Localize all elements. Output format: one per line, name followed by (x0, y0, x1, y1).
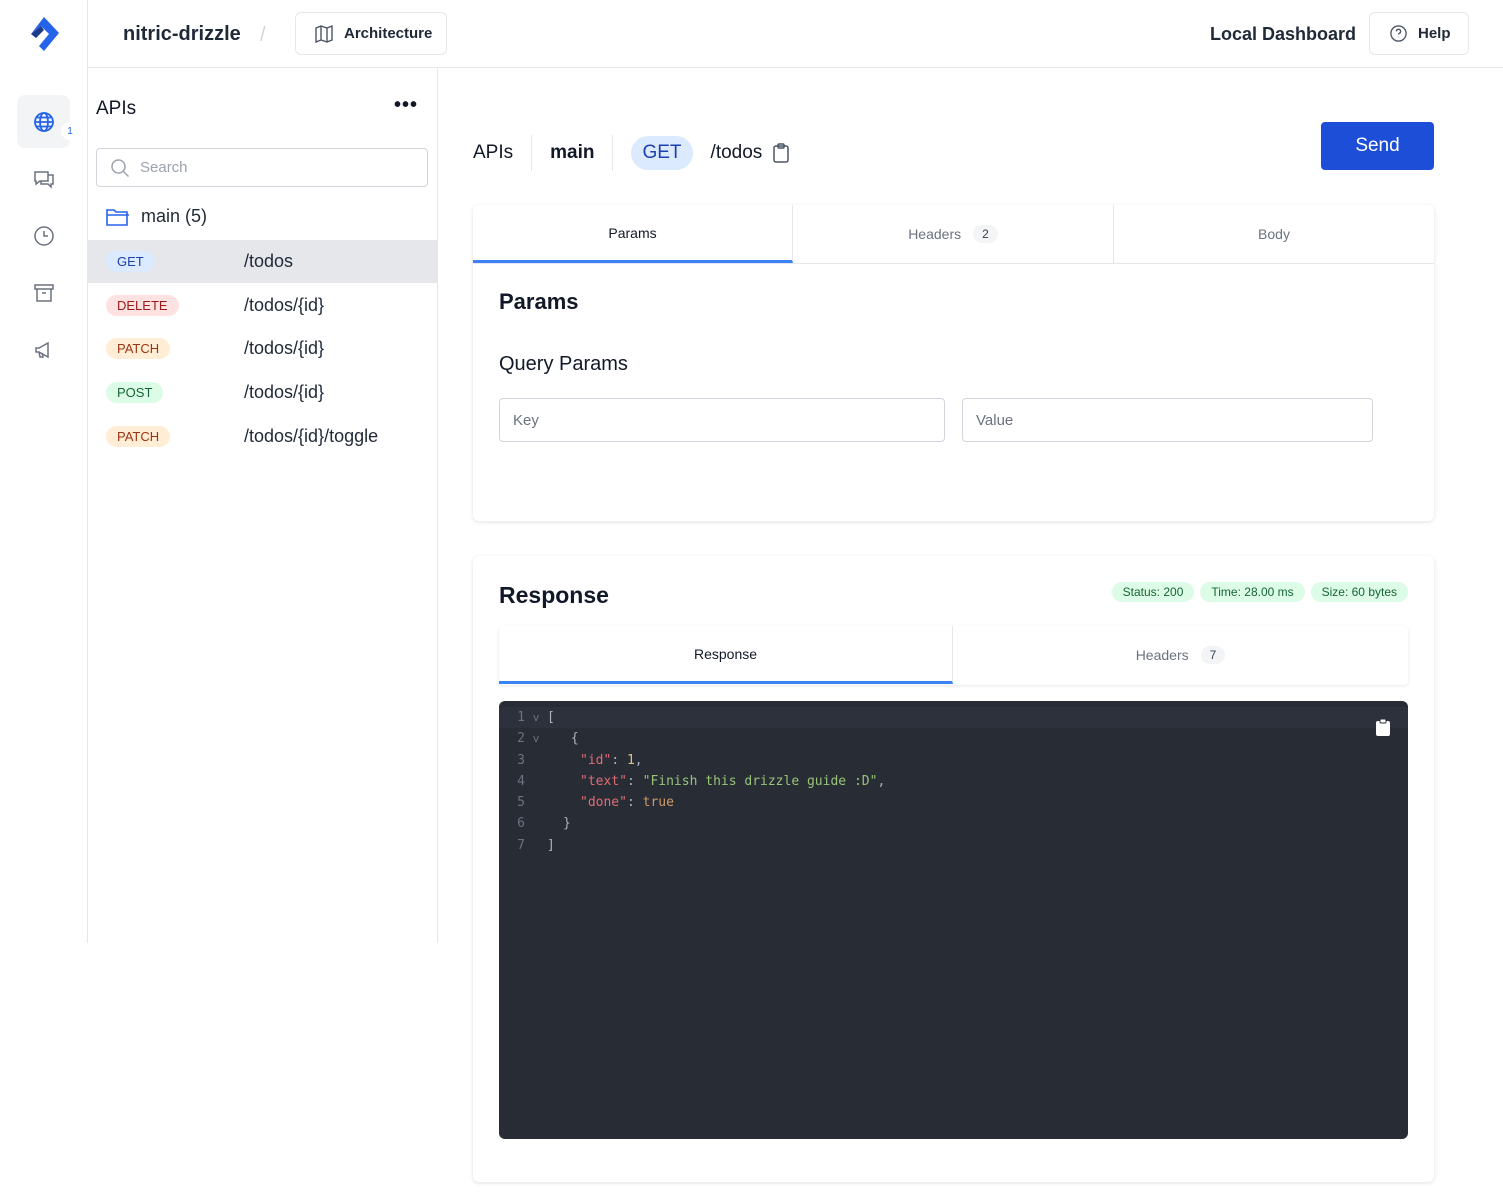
architecture-label: Architecture (344, 25, 433, 42)
response-card: Response Status: 200 Time: 28.00 ms Size: … (473, 556, 1434, 1182)
size-pill: Size: 60 bytes (1310, 582, 1408, 602)
route-path: /todos/{id} (244, 294, 325, 315)
tab-params[interactable]: Params (473, 205, 793, 263)
archive-icon (33, 283, 54, 302)
route-item[interactable]: DELETE/todos/{id} (88, 284, 437, 327)
icon-rail: 1 (0, 0, 88, 943)
response-title: Response (499, 582, 609, 608)
request-card: Params Headers 2 Body Params Query Params… (473, 205, 1434, 521)
breadcrumb-api: main (532, 135, 614, 171)
method-badge: GET (631, 136, 693, 170)
route-item[interactable]: POST/todos/{id} (88, 371, 437, 414)
rail-apis-button[interactable]: 1 (17, 95, 79, 148)
route-path: /todos (244, 251, 294, 271)
method-badge: POST (106, 382, 164, 404)
route-item[interactable]: PATCH/todos/{id}/toggle (88, 415, 437, 458)
search-placeholder: Search (140, 159, 188, 176)
copy-clipboard-icon[interactable] (1376, 719, 1390, 736)
route-path: /todos/{id} (244, 338, 325, 359)
route-path: /todos/{id}/toggle (244, 425, 379, 446)
question-circle-icon (1390, 25, 1407, 42)
map-icon (315, 24, 333, 43)
param-value-input[interactable]: Value (962, 398, 1373, 442)
status-pill: Status: 200 (1111, 582, 1195, 602)
route-path: /todos/{id} (244, 382, 325, 403)
search-input[interactable]: Search (96, 148, 428, 187)
param-key-input[interactable]: Key (499, 398, 945, 442)
sidebar-title: APIs (96, 98, 137, 119)
local-dashboard-link[interactable]: Local Dashboard (1210, 24, 1357, 44)
top-header: nitric-drizzle / Architecture Local Dash… (88, 0, 1503, 68)
header-separator: / (260, 24, 266, 46)
logo-icon[interactable] (27, 16, 61, 52)
project-name: nitric-drizzle (123, 23, 241, 45)
apis-count-badge: 1 (61, 122, 79, 140)
headers-count: 2 (973, 225, 998, 243)
clock-icon (33, 225, 54, 246)
send-button[interactable]: Send (1321, 122, 1434, 170)
method-badge: GET (106, 251, 155, 272)
time-pill: Time: 28.00 ms (1200, 582, 1305, 602)
rail-chat-button[interactable] (17, 152, 70, 205)
help-button[interactable]: Help (1369, 12, 1469, 55)
params-title: Params (499, 289, 579, 314)
globe-icon (33, 111, 54, 132)
rail-history-button[interactable] (17, 209, 70, 262)
clipboard-icon[interactable] (772, 143, 790, 163)
query-params-title: Query Params (499, 353, 628, 375)
tab-response-headers[interactable]: Headers 7 (953, 626, 1408, 684)
request-path: /todos (710, 142, 763, 163)
method-badge: DELETE (106, 294, 179, 316)
tab-response-body[interactable]: Response (499, 626, 953, 684)
search-icon (111, 158, 130, 177)
group-label: main (5) (141, 206, 208, 226)
response-stats: Status: 200 Time: 28.00 ms Size: 60 bytes (1106, 582, 1408, 602)
api-sidebar: APIs ••• Search main (5) GET/todos DELETE… (88, 68, 438, 943)
folder-icon (106, 208, 129, 226)
breadcrumb-apis: APIs (473, 135, 533, 171)
fold-icon: v (532, 732, 540, 746)
chat-icon (33, 170, 54, 189)
tab-body[interactable]: Body (1258, 226, 1290, 242)
route-item[interactable]: GET/todos (88, 240, 437, 283)
tab-headers[interactable]: Headers 2 (793, 205, 1114, 263)
request-breadcrumb: APIs main GET /todos (473, 135, 790, 171)
group-main[interactable]: main (5) (106, 206, 207, 227)
rail-storage-button[interactable] (17, 266, 70, 319)
method-badge: PATCH (106, 338, 171, 360)
architecture-button[interactable]: Architecture (295, 12, 447, 55)
response-headers-count: 7 (1200, 646, 1226, 664)
more-options-icon[interactable]: ••• (394, 94, 419, 116)
fold-icon: v (532, 711, 540, 724)
method-badge: PATCH (106, 425, 171, 447)
route-item[interactable]: PATCH/todos/{id} (88, 327, 437, 370)
rail-topics-button[interactable] (17, 323, 70, 376)
megaphone-icon (34, 341, 49, 358)
help-label: Help (1418, 25, 1451, 42)
